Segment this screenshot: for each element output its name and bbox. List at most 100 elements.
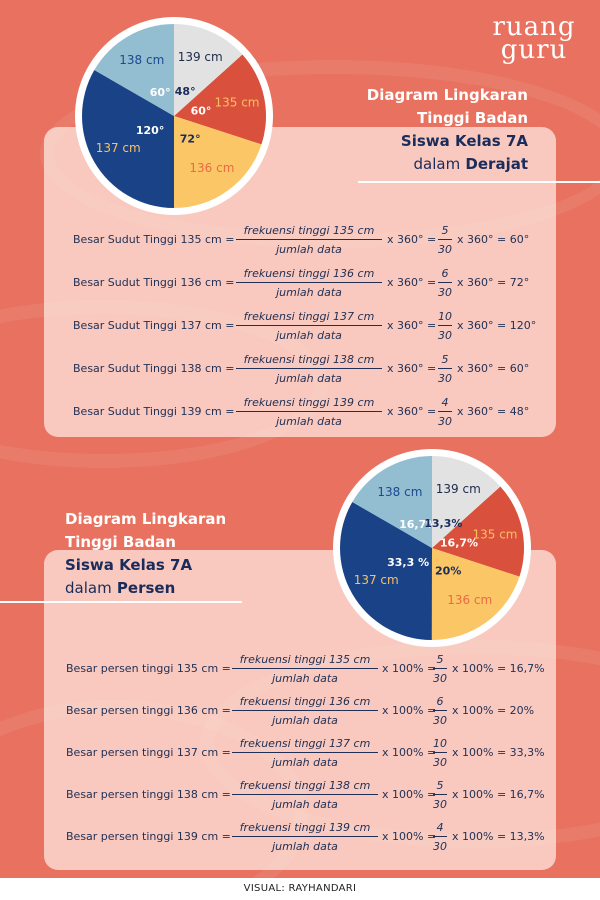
fraction-bar: [236, 239, 382, 240]
bottom-title-line4: dalam Persen: [65, 577, 226, 600]
value-fraction-bar: [433, 752, 447, 753]
formula-result: x 360° = 60°: [457, 233, 530, 246]
formula-numerator: frekuensi tinggi 139 cm: [243, 396, 375, 409]
formula-label: Besar Sudut Tinggi 135 cm =: [73, 233, 235, 246]
formula-label: Besar persen tinggi 139 cm =: [66, 830, 231, 843]
top-title-line3: Siswa Kelas 7A: [400, 132, 528, 150]
slice-value-label: 60°: [150, 86, 171, 99]
slice-category-label: 139 cm: [436, 482, 481, 496]
formula-multiplier: x 360° =: [387, 233, 437, 246]
value-numerator: 5: [441, 353, 449, 366]
formula-row: Besar persen tinggi 139 cm = frekuensi ti…: [0, 818, 600, 858]
pie-slice-135-cm: [174, 54, 267, 145]
formula-row: Besar Sudut Tinggi 136 cm = frekuensi tin…: [0, 264, 600, 304]
formula-multiplier: x 360° =: [387, 276, 437, 289]
formula-multiplier: x 100% =: [382, 662, 437, 675]
fraction-bar: [232, 752, 378, 753]
slice-value-label: 20%: [435, 564, 461, 577]
formula-row: Besar Sudut Tinggi 137 cm = frekuensi tin…: [0, 307, 600, 347]
fraction-bar: [236, 282, 382, 283]
formula-denominator: jumlah data: [276, 329, 342, 342]
formula-label: Besar persen tinggi 135 cm =: [66, 662, 231, 675]
formula-row: Besar persen tinggi 136 cm = frekuensi ti…: [0, 692, 600, 732]
slice-value-label: 33,3 %: [387, 556, 429, 569]
formula-denominator: jumlah data: [272, 798, 338, 811]
pie-slice-137-cm: [340, 502, 432, 640]
value-denominator: 30: [438, 415, 452, 428]
top-title-line4-bold: Derajat: [465, 155, 528, 173]
value-numerator: 6: [436, 695, 444, 708]
formula-denominator: jumlah data: [272, 714, 338, 727]
slice-value-label: 13,3%: [424, 517, 462, 530]
fraction-bar: [232, 668, 378, 669]
formula-label: Besar persen tinggi 137 cm =: [66, 746, 231, 759]
top-title-line1: Diagram Lingkaran: [366, 86, 528, 104]
bottom-title-line1: Diagram Lingkaran: [65, 510, 227, 528]
formula-numerator: frekuensi tinggi 135 cm: [239, 653, 371, 666]
value-fraction-bar: [438, 325, 452, 326]
formula-multiplier: x 360° =: [387, 405, 437, 418]
formula-label: Besar persen tinggi 136 cm =: [66, 704, 231, 717]
formula-row: Besar Sudut Tinggi 135 cm = frekuensi tin…: [0, 221, 600, 261]
slice-value-label: 16,7%: [399, 518, 437, 531]
top-title-line2: Tinggi Badan: [417, 109, 528, 127]
formula-result: x 360° = 60°: [457, 362, 530, 375]
value-fraction-bar: [433, 836, 447, 837]
slice-value-label: 72°: [180, 132, 201, 145]
footer: VISUAL: RAYHANDARI: [0, 878, 600, 900]
formula-multiplier: x 100% =: [382, 830, 437, 843]
value-fraction-bar: [433, 794, 447, 795]
formula-row: Besar persen tinggi 135 cm = frekuensi ti…: [0, 650, 600, 690]
slice-category-label: 137 cm: [96, 141, 141, 155]
formula-result: x 360° = 72°: [457, 276, 530, 289]
formula-numerator: frekuensi tinggi 138 cm: [239, 779, 371, 792]
slice-value-label: 16,7%: [440, 536, 478, 549]
formula-row: Besar persen tinggi 137 cm = frekuensi ti…: [0, 734, 600, 774]
formula-multiplier: x 100% =: [382, 704, 437, 717]
formula-numerator: frekuensi tinggi 137 cm: [239, 737, 371, 750]
value-fraction-bar: [438, 368, 452, 369]
slice-value-label: 60°: [191, 104, 212, 117]
formula-row: Besar persen tinggi 138 cm = frekuensi ti…: [0, 776, 600, 816]
formula-label: Besar Sudut Tinggi 139 cm =: [73, 405, 235, 418]
top-title-line4-pre: dalam: [413, 155, 461, 173]
formula-numerator: frekuensi tinggi 137 cm: [243, 310, 375, 323]
bottom-title: Diagram Lingkaran Tinggi Badan Siswa Kel…: [65, 508, 226, 600]
top-title-underline: [358, 181, 600, 183]
formula-result: x 100% = 33,3%: [452, 746, 545, 759]
value-numerator: 10: [438, 310, 452, 323]
formula-denominator: jumlah data: [272, 672, 338, 685]
pie-slice-135-cm: [432, 486, 525, 577]
formula-denominator: jumlah data: [272, 756, 338, 769]
value-denominator: 30: [433, 840, 447, 853]
slice-category-label: 136 cm: [447, 593, 492, 607]
bottom-title-line4-pre: dalam: [65, 579, 112, 597]
formula-numerator: frekuensi tinggi 138 cm: [243, 353, 375, 366]
brand-logo-line2: guru: [500, 35, 568, 65]
fraction-bar: [232, 836, 378, 837]
formula-multiplier: x 360° =: [387, 319, 437, 332]
formula-result: x 100% = 16,7%: [452, 662, 545, 675]
footer-credit: VISUAL: RAYHANDARI: [243, 883, 357, 894]
top-title-line4: dalam Derajat: [367, 153, 529, 176]
pie-slice-138-cm: [94, 24, 174, 116]
bottom-title-line2: Tinggi Badan: [65, 533, 176, 551]
formula-result: x 100% = 16,7%: [452, 788, 545, 801]
formula-multiplier: x 100% =: [382, 746, 437, 759]
formula-label: Besar Sudut Tinggi 137 cm =: [73, 319, 235, 332]
slice-category-label: 136 cm: [189, 161, 234, 175]
bottom-title-line3: Siswa Kelas 7A: [65, 556, 193, 574]
slice-category-label: 135 cm: [214, 96, 259, 110]
formula-row: Besar Sudut Tinggi 138 cm = frekuensi tin…: [0, 350, 600, 390]
formula-multiplier: x 360° =: [387, 362, 437, 375]
fraction-bar: [236, 411, 382, 412]
bottom-title-line4-bold: Persen: [116, 579, 176, 597]
value-fraction-bar: [438, 282, 452, 283]
formula-result: x 360° = 48°: [457, 405, 530, 418]
value-numerator: 10: [433, 737, 447, 750]
value-numerator: 6: [441, 267, 449, 280]
value-numerator: 4: [441, 396, 449, 409]
slice-category-label: 138 cm: [377, 485, 422, 499]
